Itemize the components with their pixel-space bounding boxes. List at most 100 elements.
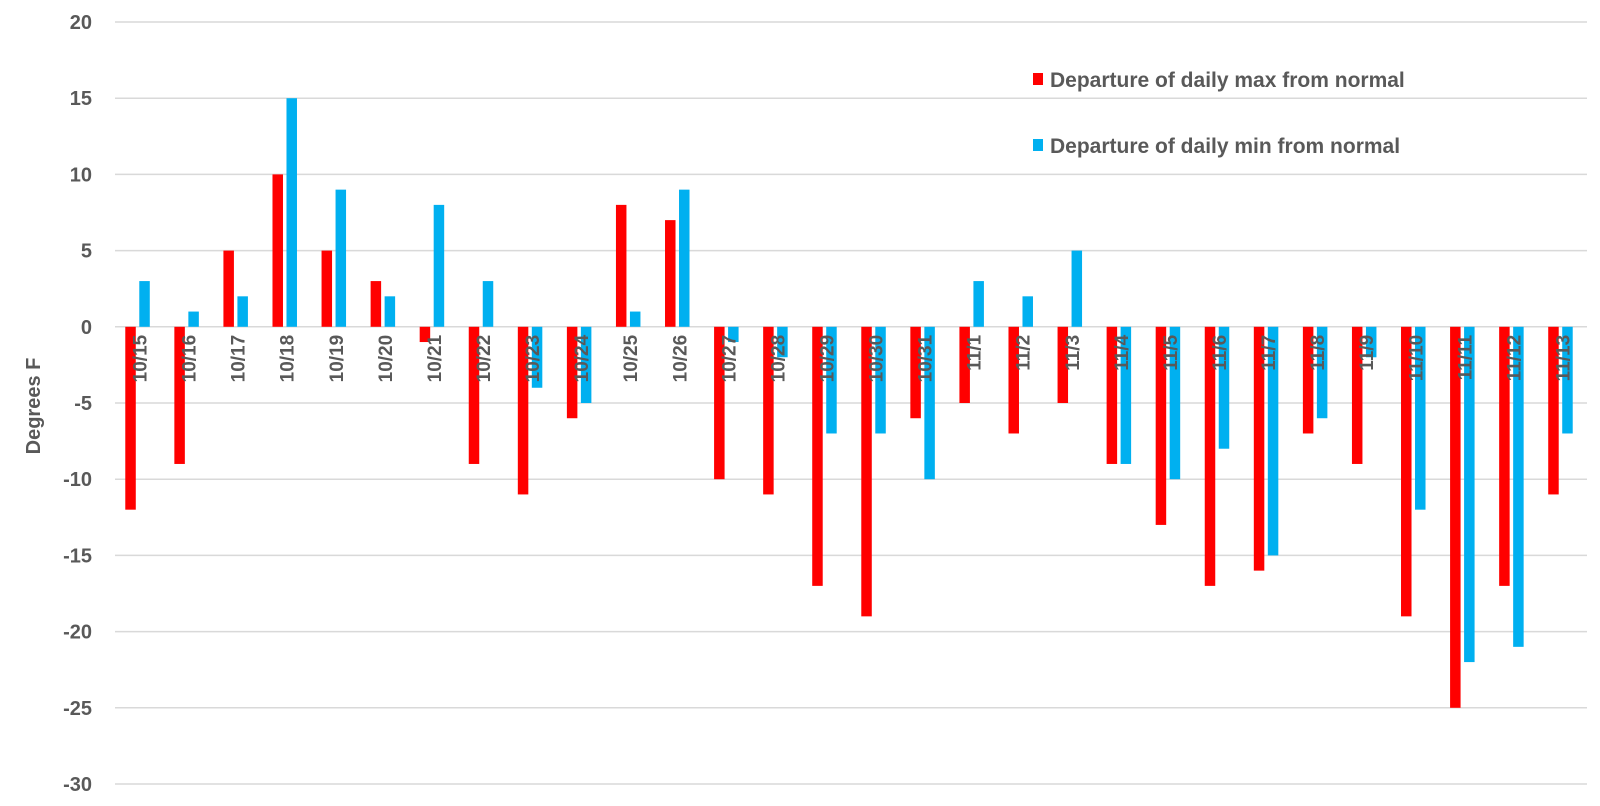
x-category-label: 11/11 xyxy=(1455,334,1476,380)
x-category-label: 10/20 xyxy=(376,335,397,383)
bar-min-departure xyxy=(531,326,543,388)
bar-min-departure xyxy=(679,189,690,327)
x-category-label: 10/24 xyxy=(572,334,593,382)
y-axis-ticks: -30 -25 -20 -15 -10 -5 0 5 10 15 20 xyxy=(63,12,92,796)
bar-min-departure xyxy=(1022,296,1033,327)
x-category-label: 10/17 xyxy=(229,335,250,383)
bar-max-departure xyxy=(1450,326,1461,708)
bar-min-departure xyxy=(1365,326,1377,358)
bar-max-departure xyxy=(615,204,627,327)
bar-min-departure xyxy=(1169,326,1181,480)
bar-max-departure xyxy=(812,326,823,586)
x-category-label: 11/9 xyxy=(1357,335,1378,371)
y-tick-label: -20 xyxy=(63,622,92,644)
bar-min-departure xyxy=(139,281,150,327)
bar-min-departure xyxy=(1316,326,1328,419)
y-tick-label: 20 xyxy=(70,12,92,34)
bar-min-departure xyxy=(286,98,297,327)
bar-max-departure xyxy=(223,250,234,327)
bar-min-departure xyxy=(433,204,445,327)
bar-max-departure xyxy=(910,326,921,419)
bar-min-departure xyxy=(1464,326,1475,663)
bar-min-departure xyxy=(1120,326,1132,464)
bar-min-departure xyxy=(1267,326,1279,556)
x-category-label: 10/16 xyxy=(180,335,201,383)
bar-max-departure xyxy=(321,250,333,327)
bar-min-departure xyxy=(924,326,935,480)
bars xyxy=(125,98,1573,708)
bar-max-departure xyxy=(370,281,382,327)
x-category-label: 10/15 xyxy=(131,334,152,382)
bar-max-departure xyxy=(959,326,970,403)
bar-max-departure xyxy=(1008,326,1019,434)
bar-max-departure xyxy=(1155,326,1167,525)
y-tick-label: 0 xyxy=(81,317,92,339)
bar-max-departure xyxy=(1204,326,1216,586)
bar-max-departure xyxy=(1253,326,1265,571)
bar-min-departure xyxy=(1071,250,1083,327)
x-category-label: 10/19 xyxy=(327,335,348,383)
bar-max-departure xyxy=(125,326,136,510)
y-axis-title: Degrees F xyxy=(23,358,45,455)
bar-max-departure xyxy=(861,326,872,617)
bar-max-departure xyxy=(468,326,480,464)
x-category-label: 10/31 xyxy=(916,334,937,382)
bar-min-departure xyxy=(237,296,248,327)
bar-max-departure xyxy=(665,220,676,327)
x-category-label: 10/30 xyxy=(867,335,888,383)
x-category-label: 10/18 xyxy=(278,335,299,383)
bar-min-departure xyxy=(1415,326,1426,510)
y-tick-label: 10 xyxy=(70,164,92,186)
gridlines xyxy=(115,21,1587,785)
bar-max-departure xyxy=(763,326,774,495)
legend: Departure of daily max from normal Depar… xyxy=(1033,69,1405,158)
bar-max-departure xyxy=(1057,326,1069,403)
bar-max-departure xyxy=(1351,326,1363,464)
x-category-label: 11/12 xyxy=(1504,335,1525,382)
bar-min-departure xyxy=(1562,326,1573,434)
x-category-label: 10/22 xyxy=(474,335,495,383)
y-tick-label: -30 xyxy=(63,774,92,796)
bar-max-departure xyxy=(1401,326,1412,617)
bar-min-departure xyxy=(580,326,592,403)
x-category-label: 11/8 xyxy=(1308,335,1329,371)
bar-min-departure xyxy=(826,326,837,434)
x-category-label: 11/1 xyxy=(965,334,986,370)
x-category-label: 11/13 xyxy=(1553,335,1574,382)
bar-max-departure xyxy=(1548,326,1559,495)
bar-min-departure xyxy=(629,311,641,327)
x-category-label: 11/6 xyxy=(1210,335,1231,371)
x-category-label: 10/27 xyxy=(719,335,740,383)
x-category-label: 10/29 xyxy=(817,335,838,383)
bar-min-departure xyxy=(875,326,886,434)
legend-label-max: Departure of daily max from normal xyxy=(1050,69,1405,92)
x-category-label: 11/4 xyxy=(1112,334,1133,370)
x-category-label: 10/21 xyxy=(425,334,446,382)
bar-min-departure xyxy=(188,311,199,327)
x-category-label: 10/26 xyxy=(670,335,691,383)
bar-max-departure xyxy=(1499,326,1510,586)
bar-max-departure xyxy=(566,326,578,419)
x-category-label: 11/5 xyxy=(1161,334,1182,370)
bar-max-departure xyxy=(714,326,725,480)
x-category-label: 10/28 xyxy=(768,335,789,383)
bar-max-departure xyxy=(517,326,529,495)
bar-max-departure xyxy=(272,174,283,327)
y-tick-label: -5 xyxy=(74,393,92,415)
bar-min-departure xyxy=(335,189,347,327)
y-tick-label: -25 xyxy=(63,698,92,720)
bar-max-departure xyxy=(1302,326,1314,434)
legend-swatch-max xyxy=(1033,73,1043,85)
bar-min-departure xyxy=(1218,326,1230,449)
bar-min-departure xyxy=(1513,326,1524,647)
x-axis-category-labels: 10/15 10/16 10/17 10/18 10/19 10/20 10/21 10/22… xyxy=(131,334,1575,382)
x-category-label: 11/10 xyxy=(1406,335,1427,382)
bar-max-departure xyxy=(1106,326,1118,464)
x-category-label: 10/23 xyxy=(523,335,544,383)
x-category-label: 11/2 xyxy=(1014,335,1035,371)
bar-min-departure xyxy=(482,281,494,327)
x-category-label: 10/25 xyxy=(621,334,642,382)
x-category-label: 11/7 xyxy=(1259,335,1280,371)
bar-min-departure xyxy=(384,296,396,327)
